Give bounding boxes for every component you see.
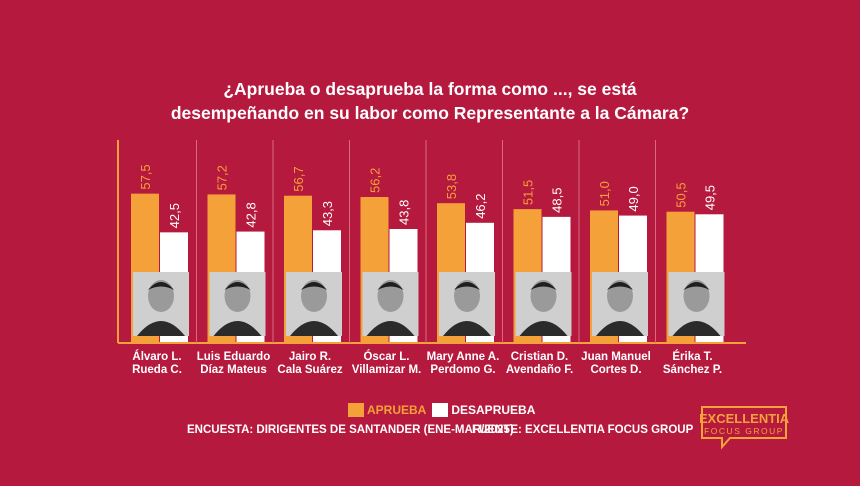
legend-item-aprueba: APRUEBA	[348, 403, 426, 417]
value-label-desaprueba: 43,3	[320, 201, 335, 226]
value-label-aprueba: 56,7	[291, 166, 306, 191]
person-shoulders-icon	[672, 321, 721, 336]
person-hair-icon	[607, 282, 633, 290]
person-head-icon	[377, 280, 404, 312]
person-head-icon	[148, 280, 174, 312]
person-hair-icon	[301, 282, 327, 290]
category-label: Juan Manuel	[581, 351, 651, 363]
person-head-icon	[530, 280, 557, 312]
category-label: Óscar L.	[363, 350, 409, 363]
value-label-desaprueba: 42,5	[167, 203, 182, 228]
person-shoulders-icon	[443, 321, 491, 336]
value-label-aprueba: 50,5	[674, 182, 689, 207]
chart-title: ¿Aprueba o desaprueba la forma como ...,…	[0, 77, 860, 125]
person-head-icon	[683, 280, 710, 312]
legend-label-desaprueba: DESAPRUEBA	[451, 403, 536, 417]
logo-speech-bubble-icon	[701, 406, 787, 450]
category-label: Luis Eduardo	[197, 351, 270, 363]
value-label-aprueba: 51,5	[521, 180, 536, 205]
logo-name: EXCELLENTIA	[700, 411, 790, 426]
category-label: Sánchez P.	[663, 364, 722, 376]
category-label: Álvaro L.	[132, 350, 181, 363]
person-head-icon	[301, 280, 327, 312]
person-hair-icon	[683, 282, 710, 290]
person-hair-icon	[377, 282, 404, 290]
value-label-desaprueba: 48,5	[550, 188, 565, 213]
category-label: Villamizar M.	[352, 364, 421, 376]
person-head-icon	[224, 280, 251, 312]
person-shoulders-icon	[596, 321, 644, 336]
person-hair-icon	[454, 282, 480, 290]
chart-title-line-1: ¿Aprueba o desaprueba la forma como ...,…	[223, 79, 637, 99]
excellentia-logo: EXCELLENTIA FOCUS GROUP	[700, 406, 790, 450]
person-shoulders-icon	[137, 321, 185, 336]
person-hair-icon	[148, 282, 174, 290]
category-label: Perdomo G.	[430, 364, 495, 376]
legend-label-aprueba: APRUEBA	[367, 403, 427, 417]
category-label: Cortes D.	[590, 364, 641, 376]
footer: ENCUESTA: DIRIGENTES DE SANTANDER (ENE-M…	[0, 424, 860, 440]
survey-note: ENCUESTA: DIRIGENTES DE SANTANDER (ENE-M…	[187, 424, 514, 436]
value-label-aprueba: 51,0	[597, 181, 612, 206]
category-label: Mary Anne A.	[427, 351, 500, 363]
person-shoulders-icon	[290, 321, 338, 336]
chart-legend: APRUEBA DESAPRUEBA	[348, 402, 535, 418]
legend-item-desaprueba: DESAPRUEBA	[432, 403, 535, 417]
category-label: Cristian D.	[511, 351, 569, 363]
person-shoulders-icon	[366, 321, 415, 336]
value-label-desaprueba: 46,2	[473, 193, 488, 218]
value-label-desaprueba: 49,0	[626, 186, 641, 211]
value-label-aprueba: 53,8	[444, 174, 459, 199]
category-label: Díaz Mateus	[200, 364, 266, 376]
source-note: FUENTE: EXCELLENTIA FOCUS GROUP	[472, 424, 694, 436]
category-label: Érika T.	[672, 350, 712, 363]
logo-tagline: FOCUS GROUP	[704, 426, 784, 436]
category-label: Cala Suárez	[277, 364, 342, 376]
person-hair-icon	[224, 282, 251, 290]
value-label-aprueba: 57,5	[138, 164, 153, 189]
value-label-desaprueba: 49,5	[703, 185, 718, 210]
legend-swatch-desaprueba	[432, 403, 449, 417]
person-shoulders-icon	[519, 321, 568, 336]
category-label: Rueda C.	[132, 364, 182, 376]
value-label-aprueba: 57,2	[215, 165, 230, 190]
person-hair-icon	[530, 282, 557, 290]
category-label: Avendaño F.	[506, 364, 573, 376]
person-shoulders-icon	[213, 321, 262, 336]
value-label-desaprueba: 42,8	[244, 202, 259, 227]
person-head-icon	[454, 280, 480, 312]
legend-swatch-aprueba	[348, 403, 364, 417]
value-label-aprueba: 56,2	[368, 168, 383, 193]
category-label: Jairo R.	[289, 351, 331, 363]
person-head-icon	[607, 280, 633, 312]
chart-title-line-2: desempeñando en su labor como Representa…	[170, 103, 690, 123]
value-label-desaprueba: 43,8	[397, 200, 412, 225]
